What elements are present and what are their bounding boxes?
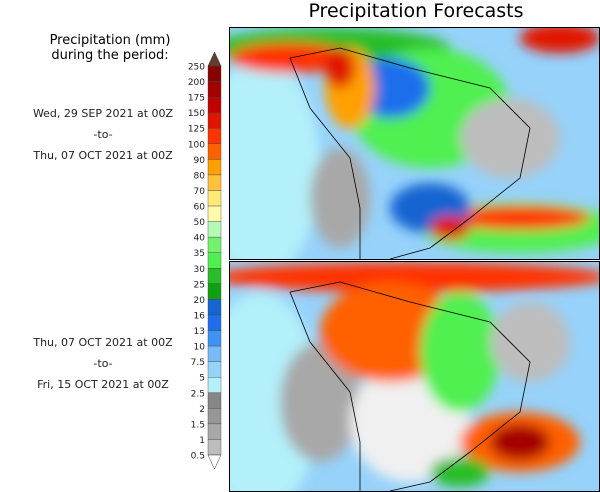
colorbar-tick-label: 16 xyxy=(194,311,206,321)
colorbar-tick-label: 40 xyxy=(194,234,206,244)
colorbar-tick-label: 2.5 xyxy=(191,389,205,399)
colorbar-bin xyxy=(207,252,222,269)
colorbar-tick-label: 90 xyxy=(194,156,206,166)
colorbar-tick-label: 80 xyxy=(194,171,206,181)
period-2: Thu, 07 OCT 2021 at 00Z -to- Fri, 15 OCT… xyxy=(0,332,206,395)
colorbar-bin xyxy=(207,377,222,393)
colorbar-bin xyxy=(207,81,222,98)
period-2-sep: -to- xyxy=(93,357,113,370)
colorbar-tick-label: 7.5 xyxy=(191,358,205,368)
colorbar-tick-label: 1 xyxy=(199,436,205,446)
colorbar-tick-label: 10 xyxy=(194,343,206,353)
colorbar-tick-label: 2 xyxy=(199,405,205,415)
colorbar-bin xyxy=(207,283,222,300)
colorbar-tick-label: 30 xyxy=(194,265,206,275)
colorbar-tick-label: 35 xyxy=(194,249,205,259)
colorbar-tick-label: 13 xyxy=(194,327,205,337)
colorbar-bin xyxy=(207,330,222,347)
colorbar-bin xyxy=(207,221,222,238)
colorbar-bin xyxy=(207,392,222,409)
legend-title-line2: during the period: xyxy=(51,48,169,63)
colorbar-tick-label: 100 xyxy=(188,140,205,150)
colorbar-bin xyxy=(207,174,222,191)
period-1: Wed, 29 SEP 2021 at 00Z -to- Thu, 07 OCT… xyxy=(0,103,206,166)
colorbar-bin xyxy=(207,408,222,425)
colorbar-max-triangle xyxy=(207,51,222,67)
colorbar-tick-label: 25 xyxy=(194,280,205,290)
colorbar-tick-label: 175 xyxy=(188,94,205,104)
colorbar-bin xyxy=(207,423,222,440)
colorbar-bin xyxy=(207,65,222,82)
colorbar-tick-label: 70 xyxy=(194,187,206,197)
colorbar-tick-label: 0.5 xyxy=(191,452,205,462)
chart-title: Precipitation Forecasts xyxy=(308,0,524,22)
map-panel-1 xyxy=(229,27,600,260)
period-1-end: Thu, 07 OCT 2021 at 00Z xyxy=(33,149,173,162)
colorbar-bin xyxy=(207,159,222,176)
period-1-start: Wed, 29 SEP 2021 at 00Z xyxy=(32,107,174,120)
colorbar-tick-label: 60 xyxy=(194,203,206,213)
colorbar-bin xyxy=(207,345,222,362)
legend-title: Precipitation (mm) during the period: xyxy=(20,33,200,63)
map-panel-2 xyxy=(229,261,600,492)
colorbar-tick-label: 5 xyxy=(199,374,205,384)
colorbar-bin xyxy=(207,361,222,378)
colorbar-bin xyxy=(207,314,222,331)
colorbar-tick-label: 150 xyxy=(188,109,205,119)
colorbar-bin xyxy=(207,205,222,222)
colorbar-bin xyxy=(207,236,222,253)
precip-map-2 xyxy=(230,262,599,491)
colorbar-bin xyxy=(207,143,222,160)
colorbar-tick-label: 125 xyxy=(188,125,205,135)
period-2-start: Thu, 07 OCT 2021 at 00Z xyxy=(33,336,173,349)
colorbar: 0.5 1 1.5 2 2.5 5 7.5 10 13 16 20 25 30 35 40 50 60 70 80 9… xyxy=(188,51,222,470)
colorbar-bin xyxy=(207,439,222,456)
colorbar-tick-label: 20 xyxy=(194,296,206,306)
precip-map-1 xyxy=(230,28,599,259)
colorbar-bin xyxy=(207,190,222,207)
colorbar-tick-label: 1.5 xyxy=(191,420,205,430)
colorbar-tick-label: 200 xyxy=(188,78,205,88)
colorbar-bin xyxy=(207,299,222,316)
period-2-end: Fri, 15 OCT 2021 at 00Z xyxy=(37,378,169,391)
colorbar-bin xyxy=(207,128,222,144)
colorbar-bin xyxy=(207,96,222,113)
colorbar-bin xyxy=(207,112,222,129)
colorbar-bin xyxy=(207,268,222,285)
colorbar-tick-label: 50 xyxy=(194,218,206,228)
legend-title-line1: Precipitation (mm) xyxy=(49,33,171,48)
period-1-sep: -to- xyxy=(93,128,113,141)
colorbar-min-triangle xyxy=(207,454,222,470)
colorbar-tick-label: 250 xyxy=(188,63,205,73)
